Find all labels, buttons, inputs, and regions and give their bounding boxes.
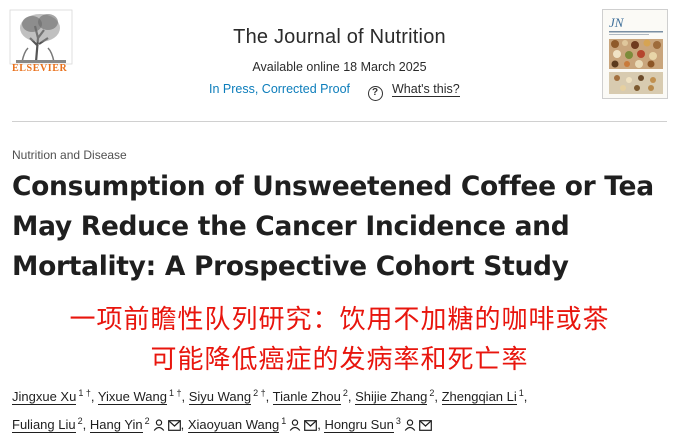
author-name[interactable]: Shijie Zhang bbox=[355, 389, 428, 405]
author[interactable]: Tianle Zhou 2 bbox=[272, 388, 348, 405]
author[interactable]: Siyu Wang 2 † bbox=[188, 388, 266, 405]
author[interactable]: Hang Yin 2 bbox=[89, 416, 181, 433]
person-icon[interactable] bbox=[404, 419, 416, 431]
author-name[interactable]: Xiaoyuan Wang bbox=[187, 417, 280, 433]
author-affiliation: 2 † bbox=[253, 388, 266, 398]
mail-icon[interactable] bbox=[167, 420, 181, 431]
mail-icon[interactable] bbox=[304, 420, 318, 431]
author-name[interactable]: Fuliang Liu bbox=[12, 417, 76, 433]
journal-name[interactable]: The Journal of Nutrition bbox=[233, 26, 446, 48]
journal-cover-thumbnail[interactable]: JN bbox=[602, 9, 668, 99]
chinese-title: 一项前瞻性队列研究：饮用不加糖的咖啡或茶 可能降低癌症的发病率和死亡率 bbox=[0, 300, 679, 380]
author-affiliation: 1 † bbox=[168, 388, 182, 398]
cover-abbrev: JN bbox=[609, 15, 625, 30]
author[interactable]: Yixue Wang 1 † bbox=[97, 388, 182, 405]
journal-cover-image: JN bbox=[603, 10, 667, 98]
author[interactable]: Hongru Sun 3 bbox=[324, 416, 432, 433]
chinese-title-line: 一项前瞻性队列研究：饮用不加糖的咖啡或茶 bbox=[69, 305, 610, 335]
author[interactable]: Xiaoyuan Wang 1 bbox=[187, 416, 318, 433]
author-name[interactable]: Jingxue Xu bbox=[12, 389, 77, 405]
author-affiliation: 1 bbox=[518, 388, 524, 398]
header-divider bbox=[12, 121, 667, 122]
person-icon[interactable] bbox=[153, 419, 165, 431]
author-name[interactable]: Hongru Sun bbox=[324, 417, 394, 433]
author[interactable]: Fuliang Liu 2 bbox=[12, 416, 83, 433]
author-name[interactable]: Siyu Wang bbox=[188, 389, 252, 405]
elsevier-wordmark: ELSEVIER bbox=[12, 63, 68, 74]
person-icon[interactable] bbox=[289, 419, 301, 431]
author-affiliation: 2 bbox=[77, 416, 83, 426]
author[interactable]: Shijie Zhang 2 bbox=[355, 388, 435, 405]
author-affiliation: 1 bbox=[281, 416, 287, 426]
author-affiliation: 2 bbox=[144, 416, 150, 426]
author[interactable]: Zhengqian Li 1 bbox=[441, 388, 524, 405]
in-press-link[interactable]: In Press, Corrected Proof bbox=[209, 82, 351, 96]
whats-this-link[interactable]: What's this? bbox=[392, 82, 460, 97]
author-affiliation: 1 † bbox=[78, 388, 91, 398]
author-list: Jingxue Xu 1 †, Yixue Wang 1 †, Siyu Wang 2… bbox=[12, 388, 528, 433]
author-name[interactable]: Zhengqian Li bbox=[441, 389, 517, 405]
author[interactable]: Jingxue Xu 1 † bbox=[12, 388, 91, 405]
article-title: Consumption of Unsweetened Coffee or Tea… bbox=[12, 167, 677, 287]
author-affiliation: 2 bbox=[429, 388, 435, 398]
article-section: Nutrition and Disease bbox=[12, 148, 127, 162]
title-line: May Reduce the Cancer Incidence and bbox=[12, 211, 570, 242]
article-header: ELSEVIER The Journal of Nutrition Availa… bbox=[0, 0, 679, 118]
question-icon[interactable]: ? bbox=[367, 86, 383, 101]
mail-icon[interactable] bbox=[418, 420, 432, 431]
author-affiliation: 2 bbox=[342, 388, 348, 398]
author-name[interactable]: Tianle Zhou bbox=[272, 389, 341, 405]
title-line: Mortality: A Prospective Cohort Study bbox=[12, 251, 569, 282]
status-row: In Press, Corrected Proof ? What's this? bbox=[209, 82, 460, 101]
chinese-title-line: 可能降低癌症的发病率和死亡率 bbox=[150, 345, 529, 375]
author-name[interactable]: Hang Yin bbox=[89, 417, 143, 433]
elsevier-logo[interactable] bbox=[8, 8, 76, 86]
journal-title-block: The Journal of Nutrition bbox=[0, 26, 679, 49]
author-affiliation: 3 bbox=[395, 416, 401, 426]
title-line: Consumption of Unsweetened Coffee or Tea bbox=[12, 171, 654, 202]
online-date: Available online 18 March 2025 bbox=[252, 60, 427, 74]
author-name[interactable]: Yixue Wang bbox=[97, 389, 167, 405]
